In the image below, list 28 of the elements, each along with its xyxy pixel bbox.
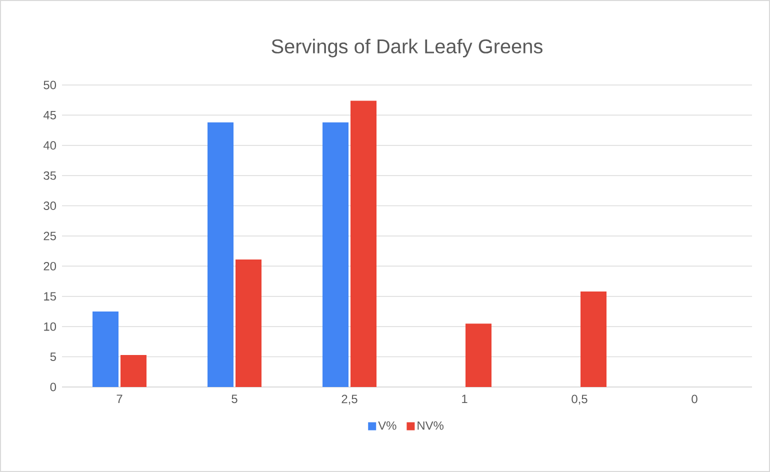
bar — [580, 292, 607, 387]
bar — [466, 324, 492, 387]
bar — [322, 122, 349, 387]
bar — [120, 354, 147, 387]
x-tick-label: 0 — [692, 394, 698, 404]
y-tick-label: 40 — [43, 141, 56, 150]
x-tick-label: 5 — [232, 394, 238, 404]
bar — [208, 122, 234, 387]
legend-label: NV% — [418, 421, 444, 430]
bar — [92, 311, 119, 387]
y-tick-label: 45 — [43, 111, 56, 120]
legend-label: V% — [378, 421, 396, 430]
y-tick-label: 15 — [44, 292, 56, 301]
y-tick-label: 25 — [44, 232, 56, 240]
y-tick-label: 30 — [44, 202, 56, 210]
y-tick-label: 20 — [44, 262, 56, 270]
x-tick-label: 1 — [462, 394, 468, 403]
x-tick-label: 0,5 — [572, 394, 588, 405]
chart-title: Servings of Dark Leafy Greens — [272, 38, 542, 58]
x-tick-label: 2,5 — [342, 394, 358, 405]
bar — [350, 100, 377, 387]
bar — [236, 260, 262, 387]
y-tick-label: 10 — [44, 322, 56, 331]
y-tick-label: 35 — [44, 171, 56, 180]
y-tick-label: 0 — [50, 382, 56, 392]
x-tick-label: 7 — [116, 394, 122, 403]
y-tick-label: 50 — [44, 80, 56, 90]
y-tick-label: 5 — [50, 352, 56, 361]
